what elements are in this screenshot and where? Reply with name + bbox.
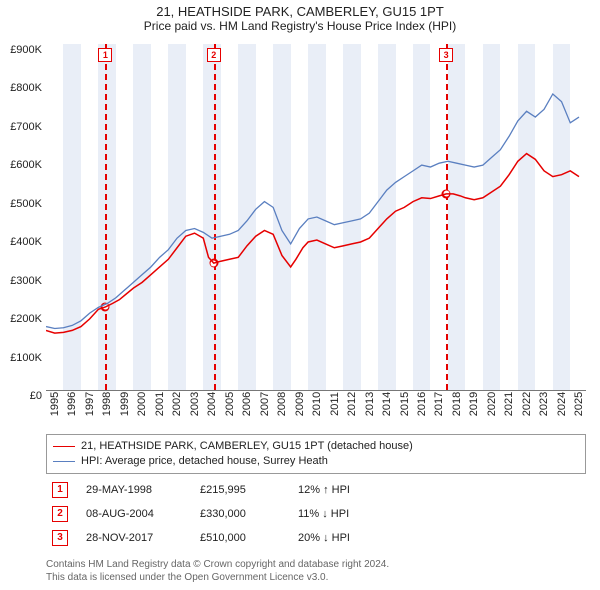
x-axis-label: 2018	[451, 392, 463, 416]
chart-area: 123	[46, 44, 586, 391]
attribution-line: Contains HM Land Registry data © Crown c…	[46, 558, 586, 571]
y-axis-label: £700K	[4, 121, 42, 133]
y-axis-label: £600K	[4, 159, 42, 171]
legend-row: 21, HEATHSIDE PARK, CAMBERLEY, GU15 1PT …	[53, 439, 579, 454]
legend-label: 21, HEATHSIDE PARK, CAMBERLEY, GU15 1PT …	[81, 439, 413, 454]
x-axis-label: 2005	[224, 392, 236, 416]
x-axis-label: 2021	[503, 392, 515, 416]
event-price: £330,000	[200, 508, 280, 520]
x-axis-label: 2004	[206, 392, 218, 416]
x-axis-label: 2002	[171, 392, 183, 416]
event-number-box: 3	[52, 530, 68, 546]
x-axis-label: 2023	[538, 392, 550, 416]
x-axis-label: 1998	[101, 392, 113, 416]
legend-box: 21, HEATHSIDE PARK, CAMBERLEY, GU15 1PT …	[46, 434, 586, 474]
event-row: 1 29-MAY-1998 £215,995 12% ↑ HPI	[46, 478, 586, 502]
y-axis-label: £0	[4, 390, 42, 402]
x-axis-label: 2017	[433, 392, 445, 416]
y-axis-label: £400K	[4, 236, 42, 248]
legend-label: HPI: Average price, detached house, Surr…	[81, 454, 328, 469]
legend-swatch	[53, 446, 75, 447]
event-hpi-delta: 12% ↑ HPI	[298, 484, 350, 496]
x-axis-label: 2019	[468, 392, 480, 416]
y-axis-label: £500K	[4, 198, 42, 210]
y-axis-label: £100K	[4, 352, 42, 364]
x-axis-label: 1999	[119, 392, 131, 416]
y-axis-label: £300K	[4, 275, 42, 287]
event-row: 3 28-NOV-2017 £510,000 20% ↓ HPI	[46, 526, 586, 550]
x-axis-label: 1995	[49, 392, 61, 416]
x-axis-label: 2022	[521, 392, 533, 416]
x-axis-label: 2024	[556, 392, 568, 416]
event-number-box: 1	[52, 482, 68, 498]
event-date: 08-AUG-2004	[86, 508, 182, 520]
x-axis-label: 1996	[66, 392, 78, 416]
legend-swatch	[53, 461, 75, 462]
chart-subtitle: Price paid vs. HM Land Registry's House …	[0, 19, 600, 35]
attribution-line: This data is licensed under the Open Gov…	[46, 571, 586, 584]
events-table: 1 29-MAY-1998 £215,995 12% ↑ HPI 2 08-AUG-200…	[46, 478, 586, 550]
x-axis-label: 2013	[364, 392, 376, 416]
event-hpi-delta: 11% ↓ HPI	[298, 508, 349, 520]
x-axis-label: 2012	[346, 392, 358, 416]
legend-row: HPI: Average price, detached house, Surr…	[53, 454, 579, 469]
x-axis-label: 2001	[154, 392, 166, 416]
chart-title: 21, HEATHSIDE PARK, CAMBERLEY, GU15 1PT	[0, 0, 600, 19]
y-axis-label: £900K	[4, 44, 42, 56]
event-date: 28-NOV-2017	[86, 532, 182, 544]
x-axis-label: 2014	[381, 392, 393, 416]
x-axis-label: 2000	[136, 392, 148, 416]
event-price: £215,995	[200, 484, 280, 496]
attribution-text: Contains HM Land Registry data © Crown c…	[46, 558, 586, 584]
x-axis-label: 2008	[276, 392, 288, 416]
event-number-box: 2	[52, 506, 68, 522]
x-axis-label: 2006	[241, 392, 253, 416]
x-axis-label: 2010	[311, 392, 323, 416]
x-axis-label: 2009	[294, 392, 306, 416]
event-date: 29-MAY-1998	[86, 484, 182, 496]
y-axis-label: £800K	[4, 82, 42, 94]
x-axis-label: 2015	[399, 392, 411, 416]
event-hpi-delta: 20% ↓ HPI	[298, 532, 350, 544]
event-row: 2 08-AUG-2004 £330,000 11% ↓ HPI	[46, 502, 586, 526]
x-axis-label: 2020	[486, 392, 498, 416]
x-axis-label: 2016	[416, 392, 428, 416]
event-price: £510,000	[200, 532, 280, 544]
series-line	[46, 154, 579, 334]
x-axis-label: 2003	[189, 392, 201, 416]
y-axis-label: £200K	[4, 313, 42, 325]
x-axis-label: 1997	[84, 392, 96, 416]
x-axis-label: 2011	[329, 392, 341, 416]
x-axis-label: 2025	[573, 392, 585, 416]
x-axis-label: 2007	[259, 392, 271, 416]
